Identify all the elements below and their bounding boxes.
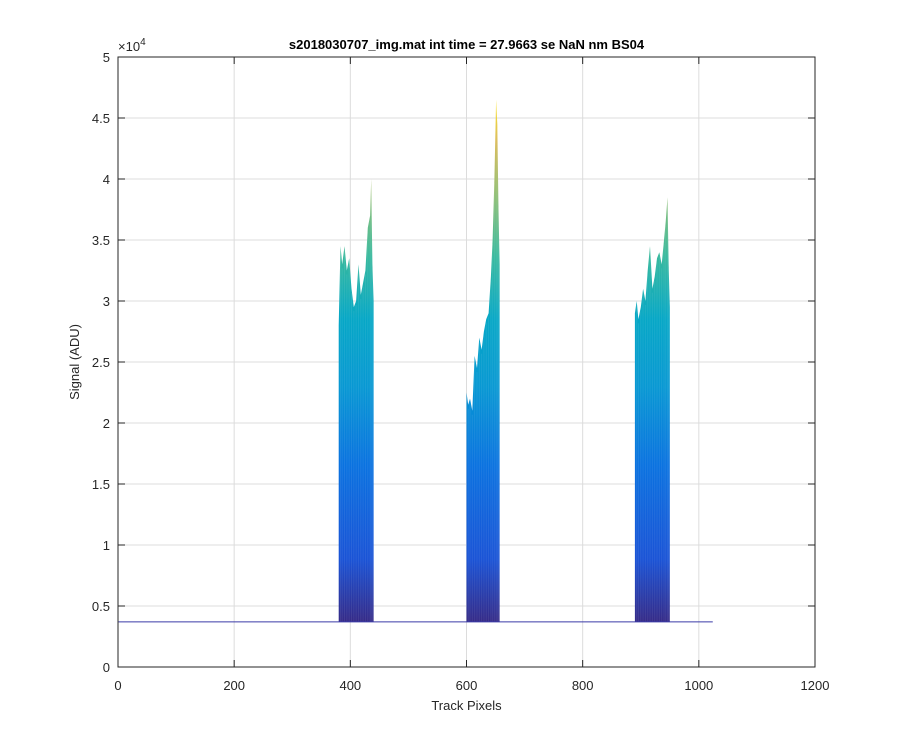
y-tick-label: 0.5 [92,599,110,614]
y-tick-label: 1.5 [92,477,110,492]
y-tick-label: 2 [103,416,110,431]
y-tick-label: 3.5 [92,233,110,248]
y-tick-label: 1 [103,538,110,553]
x-tick-label: 0 [114,678,121,693]
chart-title: s2018030707_img.mat int time = 27.9663 s… [289,37,645,52]
y-tick-label: 4.5 [92,111,110,126]
x-tick-label: 400 [339,678,361,693]
y-tick-label: 4 [103,172,110,187]
peak-1 [338,179,374,622]
y-tick-label: 0 [103,660,110,675]
x-tick-label: 800 [572,678,594,693]
y-exponent-label: ×104 [118,37,146,54]
y-tick-labels: 0 0.5 1 1.5 2 2.5 3 3.5 4 4.5 5 [92,50,110,675]
y-tick-label: 5 [103,50,110,65]
peak-2 [466,99,500,622]
x-tick-label: 200 [223,678,245,693]
peaks-layer [338,99,670,622]
x-tick-label: 600 [456,678,478,693]
x-tick-labels: 0 200 400 600 800 1000 1200 [114,678,829,693]
y-axis-label: Signal (ADU) [67,324,82,400]
peak-3 [634,197,670,622]
y-tick-label: 2.5 [92,355,110,370]
ticks-layer [117,56,816,668]
y-tick-label: 3 [103,294,110,309]
x-tick-label: 1200 [801,678,830,693]
x-axis-label: Track Pixels [431,698,502,713]
x-tick-label: 1000 [684,678,713,693]
grid [118,57,815,667]
